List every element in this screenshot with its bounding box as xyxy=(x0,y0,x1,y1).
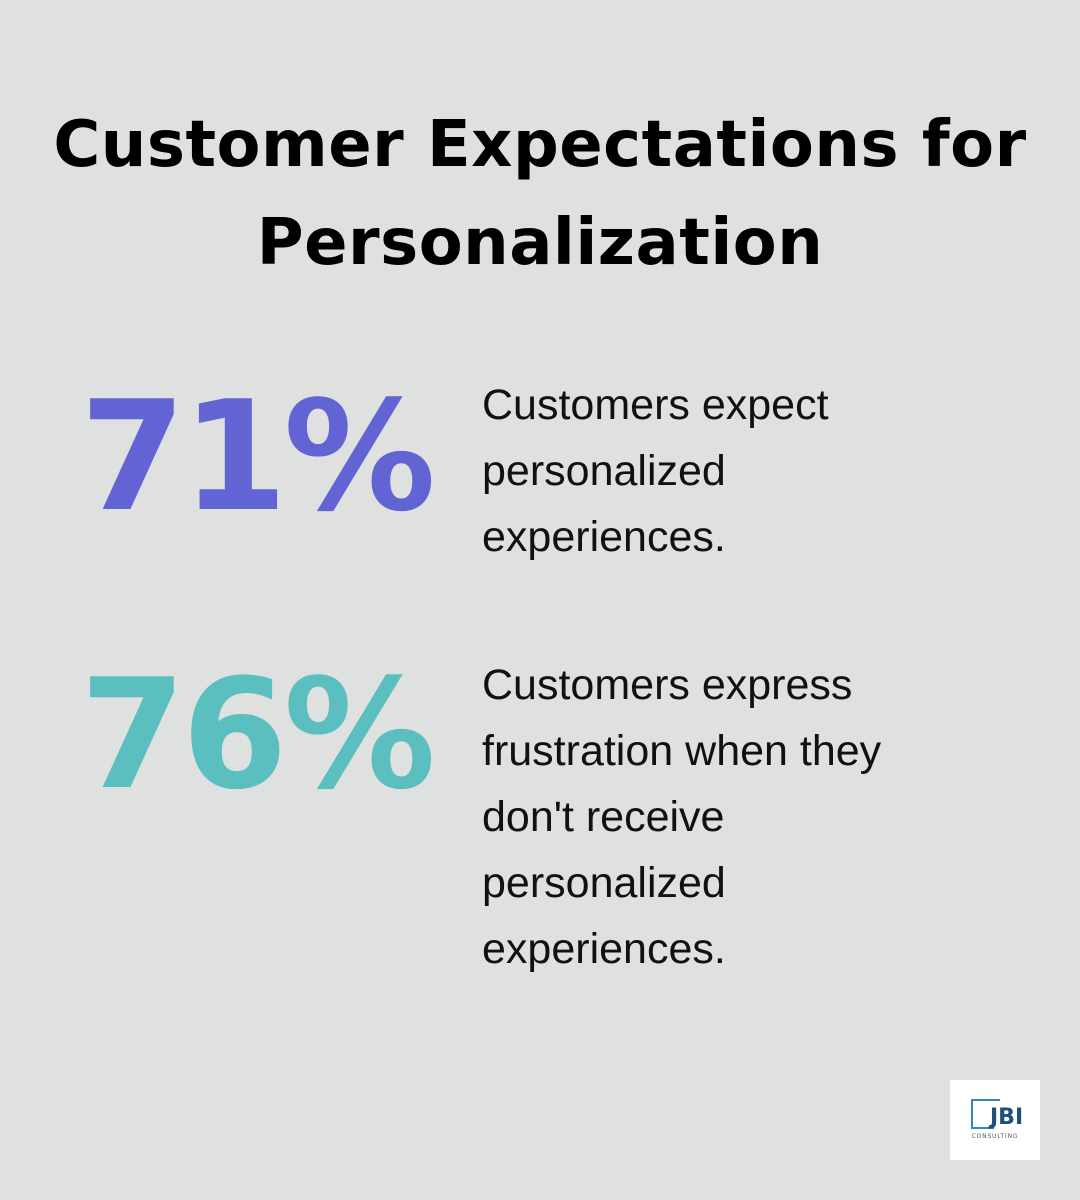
stat-description: Customers expect personalized experience… xyxy=(482,381,829,561)
page-title: Customer Expectations for Personalizatio… xyxy=(53,108,1027,280)
stat-value: 71% xyxy=(80,368,436,545)
svg-text:JBI: JBI xyxy=(988,1105,1023,1130)
stat-description: Customers express frustration when they … xyxy=(482,661,882,973)
svg-text:CONSULTING: CONSULTING xyxy=(972,1133,1019,1140)
jbi-consulting-logo: JBI CONSULTING xyxy=(950,1080,1040,1160)
stat-value: 76% xyxy=(80,646,436,823)
